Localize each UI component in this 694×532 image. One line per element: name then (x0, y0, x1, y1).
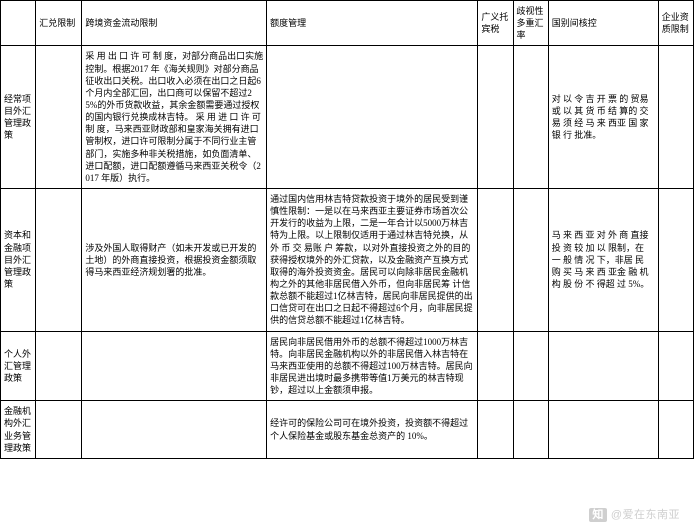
cell (478, 331, 513, 401)
cell (658, 46, 693, 189)
cell (36, 188, 82, 331)
cell (82, 401, 267, 459)
policy-table: 汇兑限制 跨境资金流动限制 额度管理 广义托宾税 歧视性多重汇率 国别间核控 企… (0, 0, 694, 459)
header-2: 跨境资金流动限制 (82, 1, 267, 46)
cell (36, 331, 82, 401)
table-row: 资本和金融项目外汇管理政策 涉及外国人取得财产（如未开发或已开发的土地）的外商直… (1, 188, 694, 331)
cell (513, 46, 548, 189)
cell (658, 401, 693, 459)
header-5: 歧视性多重汇率 (513, 1, 548, 46)
cell (513, 331, 548, 401)
cell (548, 401, 658, 459)
cell (36, 46, 82, 189)
cell: 采 用 出 口 许 可 制 度，对部分商品出口实施控制。根据2017 年《海关规… (82, 46, 267, 189)
cell (548, 331, 658, 401)
cell (36, 401, 82, 459)
cell: 经许可的保险公司可在境外投资，投资额不得超过个人保险基金或股东基金总资产的 10… (267, 401, 478, 459)
cell: 通过国内信用林吉特贷款投资于境外的居民受到谨慎性限制：一是以在马来西亚主要证券市… (267, 188, 478, 331)
header-1: 汇兑限制 (36, 1, 82, 46)
header-0 (1, 1, 36, 46)
cell: 涉及外国人取得财产（如未开发或已开发的土地）的外商直接投资，根据投资金额须取得马… (82, 188, 267, 331)
table-row: 个人外汇管理政策 居民向非居民借用外币的总额不得超过1000万林吉特。向非居民金… (1, 331, 694, 401)
row-header: 金融机构外汇业务管理政策 (1, 401, 36, 459)
row-header: 个人外汇管理政策 (1, 331, 36, 401)
cell (478, 401, 513, 459)
cell (82, 331, 267, 401)
header-7: 企业资质限制 (658, 1, 693, 46)
cell (478, 188, 513, 331)
watermark-text: @爱在东南亚 (611, 509, 680, 521)
cell (267, 46, 478, 189)
cell: 居民向非居民借用外币的总额不得超过1000万林吉特。向非居民金融机构以外的非居民… (267, 331, 478, 401)
header-4: 广义托宾税 (478, 1, 513, 46)
cell (513, 188, 548, 331)
cell (658, 331, 693, 401)
table-row: 经常项目外汇管理政策 采 用 出 口 许 可 制 度，对部分商品出口实施控制。根… (1, 46, 694, 189)
header-6: 国别间核控 (548, 1, 658, 46)
table-row: 金融机构外汇业务管理政策 经许可的保险公司可在境外投资，投资额不得超过个人保险基… (1, 401, 694, 459)
row-header: 经常项目外汇管理政策 (1, 46, 36, 189)
header-row: 汇兑限制 跨境资金流动限制 额度管理 广义托宾税 歧视性多重汇率 国别间核控 企… (1, 1, 694, 46)
row-header: 资本和金融项目外汇管理政策 (1, 188, 36, 331)
cell (513, 401, 548, 459)
cell: 对 以 令 吉 开 票 的 贸易或 以 其 货 币 结 算的 交 易 须 经 马… (548, 46, 658, 189)
watermark: 知 @爱在东南亚 (589, 506, 680, 522)
cell (658, 188, 693, 331)
header-3: 额度管理 (267, 1, 478, 46)
cell: 马 来 西 亚 对 外 商 直接投 资 较 加 以 限制，在 一 般 情 况 下… (548, 188, 658, 331)
zhihu-logo-icon: 知 (589, 508, 607, 522)
cell (478, 46, 513, 189)
